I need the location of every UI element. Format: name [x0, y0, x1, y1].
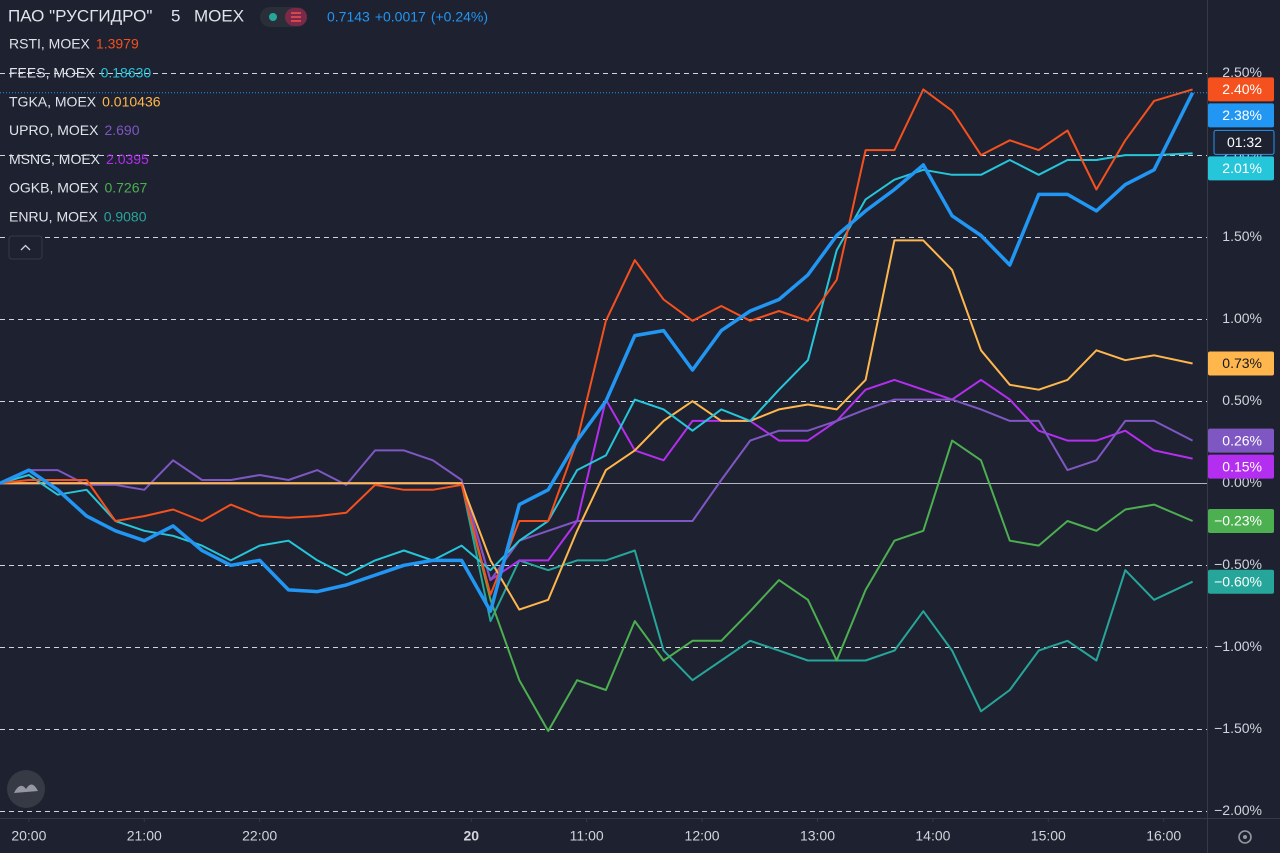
- price-badge: [1208, 77, 1274, 102]
- x-tick-label: 20: [463, 828, 479, 844]
- countdown-badge: [1213, 129, 1275, 155]
- legend-value: 0.9080: [104, 209, 147, 225]
- price-badge: [1208, 508, 1274, 533]
- price-badge: [1208, 569, 1274, 594]
- x-tick-label: 14:00: [915, 828, 950, 844]
- price-badge: [1208, 351, 1274, 376]
- countdown: 01:32: [1227, 134, 1262, 150]
- x-tick-label: 12:00: [685, 828, 720, 844]
- series-line: [0, 152, 1193, 577]
- legend-name: RSTI, MOEX: [9, 36, 91, 52]
- legend-value: 0.7267: [104, 180, 147, 196]
- legend-name: OGKB, MOEX: [9, 180, 99, 196]
- axis-layer: 2.50%2.00%1.50%1.00%0.50%0.00%−0.50%−1.0…: [11, 64, 1275, 844]
- y-tick-label: −1.00%: [1214, 638, 1262, 654]
- price-badge: [1208, 454, 1274, 479]
- x-tick-label: 22:00: [242, 828, 277, 844]
- price-badge-label: 0.15%: [1222, 458, 1262, 474]
- price-badge-label: −0.60%: [1214, 573, 1262, 589]
- y-tick-label: −2.00%: [1214, 802, 1262, 818]
- grid-layer: [0, 73, 1207, 812]
- legend-name: TGKA, MOEX: [9, 93, 97, 109]
- y-tick-label: 1.50%: [1222, 228, 1262, 244]
- interval: 5: [171, 6, 180, 25]
- y-tick-label: 1.00%: [1222, 310, 1262, 326]
- y-tick-label: 0.50%: [1222, 392, 1262, 408]
- logo-mark: [14, 784, 38, 793]
- header: ПАО "РУСГИДРО" 5 MOEX 0.7143 +0.0017 (+0…: [8, 6, 488, 27]
- x-tick-label: 13:00: [800, 828, 835, 844]
- legend-name: FEES, MOEX: [9, 65, 95, 81]
- y-tick-label: −1.50%: [1214, 720, 1262, 736]
- settings-icon-center: [1243, 835, 1247, 839]
- price-badge-label: 0.26%: [1222, 432, 1262, 448]
- price: 0.7143: [327, 9, 370, 25]
- settings-icon[interactable]: [1238, 830, 1252, 844]
- price-badge-label: −0.23%: [1214, 513, 1262, 529]
- price-change: +0.0017: [375, 9, 426, 25]
- series-line: [0, 88, 1193, 596]
- price-badge: [1208, 156, 1274, 181]
- collapse-icon: [20, 244, 31, 251]
- y-tick-label: −0.50%: [1214, 556, 1262, 572]
- x-tick-label: 11:00: [570, 828, 604, 844]
- x-tick-label: 16:00: [1146, 828, 1181, 844]
- legend-value: 0.010436: [102, 93, 161, 109]
- price-badge-label: 2.01%: [1222, 160, 1262, 176]
- legend-value: 0.18630: [101, 65, 152, 81]
- status-lines: [291, 12, 301, 22]
- x-tick-label: 20:00: [11, 828, 46, 844]
- price-badge: [1208, 103, 1274, 128]
- x-tick-label: 21:00: [127, 828, 162, 844]
- series-line: [0, 398, 1194, 582]
- price-badge-label: 2.38%: [1222, 107, 1262, 123]
- legend-value: 2.690: [104, 122, 139, 138]
- series-line: [0, 239, 1193, 611]
- symbol-title: ПАО "РУСГИДРО": [8, 6, 152, 25]
- status-dot: [269, 13, 277, 21]
- price-badge-label: 0.73%: [1222, 355, 1262, 371]
- legend-value: 2.0395: [106, 151, 149, 167]
- x-tick-label: 15:00: [1031, 828, 1066, 844]
- legend-name: ENRU, MOEX: [9, 209, 98, 225]
- collapse-button[interactable]: [8, 235, 43, 260]
- price-badge: [1208, 428, 1274, 453]
- exchange: MOEX: [194, 6, 244, 25]
- legend-name: UPRO, MOEX: [9, 122, 99, 138]
- legend-name: MSNG, MOEX: [9, 151, 101, 167]
- legend-value: 1.3979: [96, 36, 139, 52]
- price-badge-label: 2.40%: [1222, 81, 1262, 97]
- y-tick-label: 2.50%: [1222, 64, 1262, 80]
- price-change-pct: (+0.24%): [431, 9, 488, 25]
- line-layer: [0, 88, 1207, 732]
- series-line: [0, 91, 1195, 613]
